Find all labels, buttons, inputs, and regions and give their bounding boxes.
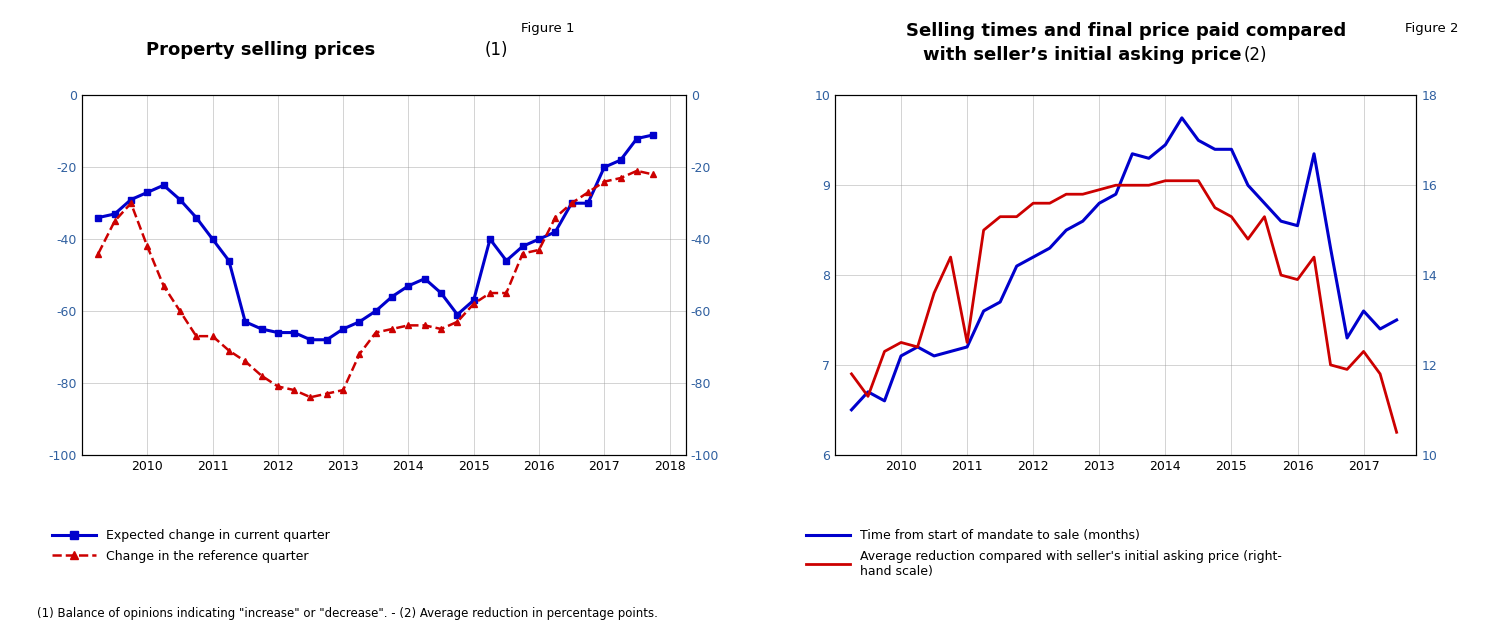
Text: Property selling prices: Property selling prices (146, 41, 376, 59)
Text: Figure 2: Figure 2 (1405, 22, 1458, 35)
Legend: Expected change in current quarter, Change in the reference quarter: Expected change in current quarter, Chan… (52, 529, 330, 563)
Text: Selling times and final price paid compared: Selling times and final price paid compa… (905, 22, 1346, 40)
Legend: Time from start of mandate to sale (months), Average reduction compared with sel: Time from start of mandate to sale (mont… (807, 529, 1282, 577)
Text: (2): (2) (1243, 46, 1267, 64)
Text: Figure 1: Figure 1 (520, 22, 574, 35)
Text: with seller’s initial asking price: with seller’s initial asking price (923, 46, 1242, 64)
Text: (1) Balance of opinions indicating "increase" or "decrease". - (2) Average reduc: (1) Balance of opinions indicating "incr… (37, 607, 658, 620)
Text: (1): (1) (485, 41, 508, 59)
